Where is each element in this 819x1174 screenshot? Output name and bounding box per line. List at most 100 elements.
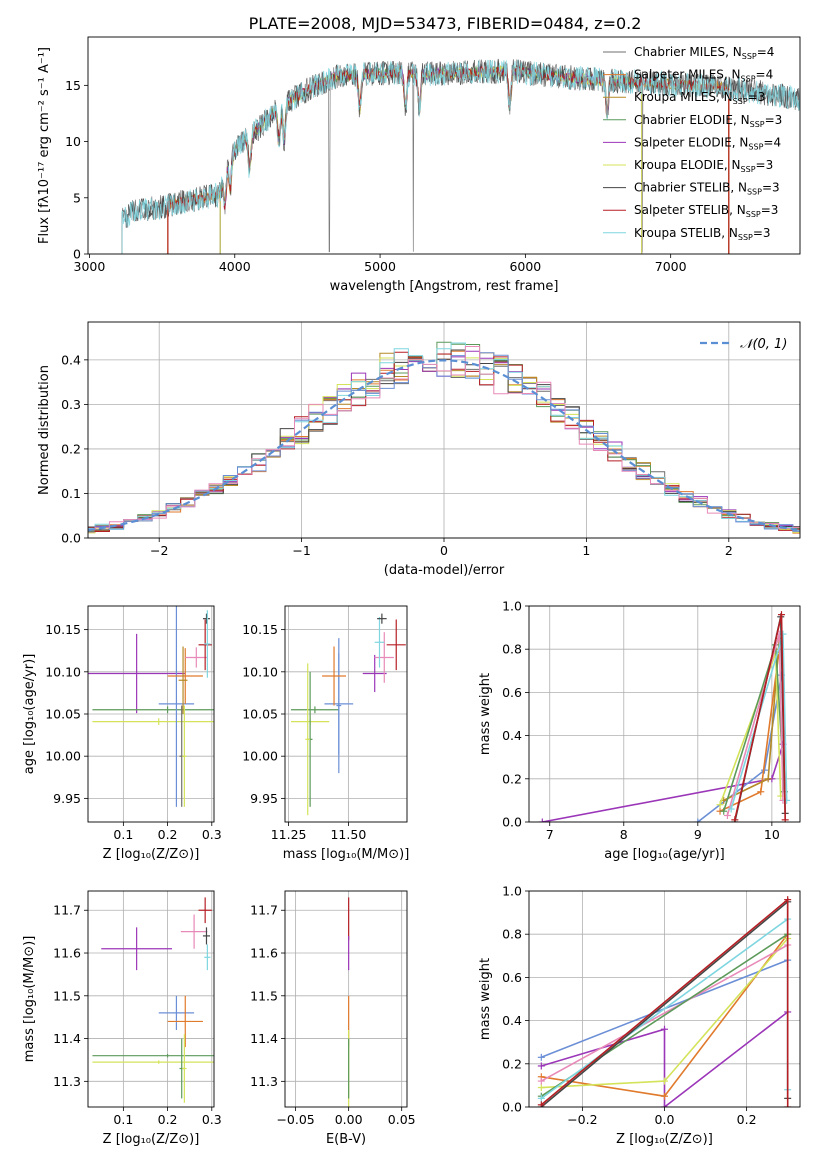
- y-tick-label: 9.95: [250, 791, 278, 806]
- weight-vs-age-panel: 7 8 9 10 0.0 0.2 0.4 0.6 0.8 1.0 age [log₁₀(age/yr…: [478, 599, 801, 862]
- y-axis-label: mass [log₁₀(M/M⊙)]: [22, 936, 37, 1063]
- x-axis-label: mass [log₁₀(M/M⊙)]: [283, 847, 410, 862]
- y-tick-label: 0: [73, 247, 81, 262]
- legend-label-text: Chabrier STELIB, N: [634, 181, 747, 195]
- y-tick-label: 10.10: [45, 664, 81, 679]
- legend-label-text: Kroupa STELIB, N: [634, 226, 738, 240]
- spectrum-panel: 3000 4000 5000 6000 7000 0 5 10 15 wavelength [An…: [37, 36, 801, 294]
- legend-label-subscript: SSP: [748, 142, 763, 151]
- legend-label-count: =3: [762, 181, 780, 195]
- legend-label-subscript: SSP: [741, 165, 756, 174]
- legend-label-subscript: SSP: [750, 120, 765, 129]
- normal-reference-curve: [88, 359, 798, 532]
- y-tick-label: 10.00: [45, 749, 81, 764]
- legend-label-text: Salpeter STELIB, N: [634, 203, 746, 217]
- y-tick-label: 10: [65, 134, 81, 149]
- x-tick-label: 5000: [364, 259, 396, 274]
- legend-label-text: Chabrier MILES, N: [634, 45, 742, 59]
- spectrum-series-line: [219, 64, 643, 254]
- y-tick-label: 0.1: [61, 486, 81, 501]
- axes-frame: [87, 890, 215, 1108]
- x-axis-label: wavelength [Angstrom, rest frame]: [330, 279, 559, 294]
- legend-label-count: =3: [756, 158, 774, 172]
- residuals-panel: −2 −1 0 1 2 0.0 0.1 0.2 0.3 0.4 (data-model)/error…: [37, 321, 801, 578]
- y-tick-label: 0.4: [61, 352, 81, 367]
- x-tick-label: −2: [150, 543, 168, 558]
- spectrum-series-line: [219, 65, 643, 254]
- legend-label-count: =3: [753, 226, 771, 240]
- legend-label-subscript: SSP: [733, 97, 748, 106]
- y-tick-label: 11.7: [250, 903, 278, 918]
- x-axis-label: Z [log₁₀(Z/Z⊙)]: [616, 1132, 713, 1147]
- legend-label-text: Chabrier ELODIE, N: [634, 113, 750, 127]
- age-vs-mass-panel: 11.25 11.50 9.95 10.00 10.05 10.10 10.15 mass […: [242, 605, 410, 862]
- y-tick-label: 10.10: [242, 664, 278, 679]
- y-tick-label: 5: [73, 190, 81, 205]
- legend-label-count: =3: [748, 90, 766, 104]
- y-tick-label: 11.4: [53, 1031, 81, 1046]
- x-tick-label: −1: [292, 543, 310, 558]
- y-tick-label: 9.95: [53, 791, 81, 806]
- legend-label-count: =3: [765, 113, 783, 127]
- figure-title: PLATE=2008, MJD=53473, FIBERID=0484, z=0…: [249, 14, 642, 33]
- y-tick-label: 0.2: [502, 771, 522, 786]
- y-axis-label: Normed distribution: [37, 365, 52, 495]
- y-tick-label: 0.6: [502, 970, 522, 985]
- legend-label-text: Kroupa MILES, N: [634, 90, 733, 104]
- axes-frame: [87, 321, 801, 539]
- legend-label: Chabrier STELIB, NSSP=3: [634, 181, 780, 197]
- age-vs-metallicity-panel: 0.1 0.2 0.3 9.95 10.00 10.05 10.10 10.15 Z [log₁…: [22, 605, 222, 862]
- mass-vs-extinction-panel: −0.05 0.00 0.05 11.3 11.4 11.5 11.6 11.7 E(B-V): [250, 890, 416, 1147]
- legend-label-text: Salpeter MILES, N: [634, 68, 741, 82]
- y-tick-label: 0.2: [502, 1056, 522, 1071]
- legend-label-subscript: SSP: [746, 210, 761, 219]
- legend-label-text: Kroupa ELODIE, N: [634, 158, 741, 172]
- x-tick-label: 0.2: [158, 1112, 178, 1127]
- y-tick-label: 0.2: [61, 441, 81, 456]
- errorbar-group: [88, 606, 214, 807]
- y-tick-label: 10.00: [242, 749, 278, 764]
- weight-lines: [537, 896, 792, 1107]
- errorbar-group: [92, 897, 214, 1103]
- x-tick-label: 0.2: [737, 1112, 757, 1127]
- x-tick-label: 8: [620, 827, 628, 842]
- x-tick-label: 4000: [219, 259, 251, 274]
- y-axis-label: mass weight: [478, 958, 493, 1040]
- legend-label: Kroupa ELODIE, NSSP=3: [634, 158, 773, 174]
- x-axis-label: E(B-V): [326, 1132, 366, 1147]
- y-tick-label: 0.4: [502, 728, 522, 743]
- y-tick-label: 11.6: [53, 946, 81, 961]
- histogram-group: [88, 341, 800, 534]
- legend-label-count: =4: [757, 45, 775, 59]
- x-axis-label: Z [log₁₀(Z/Z⊙)]: [103, 1132, 200, 1147]
- x-tick-label: 0.3: [202, 1112, 222, 1127]
- y-tick-label: 11.7: [53, 903, 81, 918]
- x-tick-label: 7000: [655, 259, 687, 274]
- x-tick-label: 10: [764, 827, 780, 842]
- x-tick-label: 0.1: [113, 1112, 133, 1127]
- legend-label-subscript: SSP: [742, 52, 757, 61]
- y-tick-label: 1.0: [502, 884, 522, 899]
- y-tick-label: 0.6: [502, 685, 522, 700]
- legend-label-text: Salpeter ELODIE, N: [634, 135, 748, 149]
- y-tick-label: 0.8: [502, 642, 522, 657]
- y-tick-label: 10.15: [45, 622, 81, 637]
- y-tick-label: 10.05: [242, 707, 278, 722]
- x-axis-label: Z [log₁₀(Z/Z⊙)]: [103, 847, 200, 862]
- y-tick-label: 1.0: [502, 599, 522, 614]
- spectrum-series-line: [121, 59, 800, 254]
- y-tick-label: 0.0: [502, 1100, 522, 1115]
- x-tick-label: −0.2: [567, 1112, 597, 1127]
- legend-label: Salpeter STELIB, NSSP=3: [634, 203, 778, 219]
- y-tick-label: 10.05: [45, 707, 81, 722]
- x-tick-label: 7: [546, 827, 554, 842]
- y-tick-label: 0.0: [502, 815, 522, 830]
- axes-frame: [87, 605, 215, 823]
- y-tick-label: 0.4: [502, 1013, 522, 1028]
- spectrum-series-line: [219, 65, 643, 254]
- y-tick-label: 0.8: [502, 927, 522, 942]
- axes-frame: [284, 605, 408, 823]
- x-tick-label: 11.25: [271, 827, 307, 842]
